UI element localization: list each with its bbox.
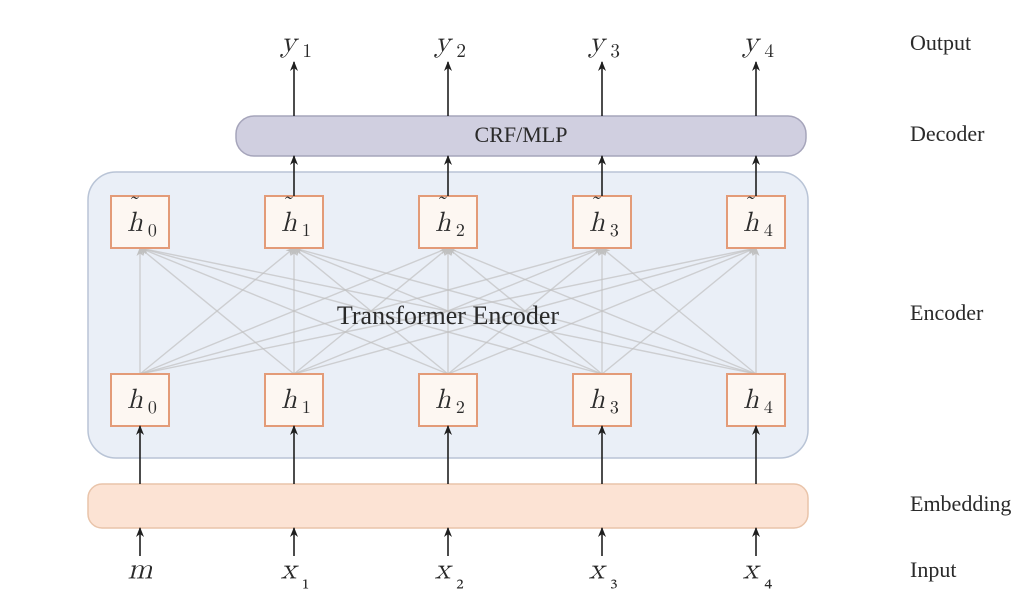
output-y2: y2 [434, 27, 466, 60]
svg-text:y: y [588, 27, 608, 58]
svg-text:y: y [280, 27, 300, 58]
svg-text:2: 2 [456, 223, 465, 240]
side-encoder: Encoder [910, 300, 984, 325]
svg-text:h: h [743, 386, 759, 414]
svg-text:x: x [281, 554, 300, 584]
svg-text:h: h [127, 386, 143, 414]
output-y3: y3 [588, 27, 620, 60]
svg-text:1: 1 [302, 42, 312, 61]
svg-text:₁: ₁ [302, 569, 308, 588]
input-m: m [128, 554, 153, 584]
svg-text:1: 1 [302, 400, 311, 417]
svg-text:˜: ˜ [129, 193, 141, 217]
svg-text:˜: ˜ [283, 193, 295, 217]
svg-text:˜: ˜ [437, 193, 449, 217]
side-decoder: Decoder [910, 121, 985, 146]
svg-text:4: 4 [764, 223, 773, 240]
input-x₃: x₃ [589, 554, 618, 587]
svg-text:˜: ˜ [745, 193, 757, 217]
svg-text:2: 2 [456, 42, 466, 61]
svg-text:4: 4 [764, 400, 773, 417]
decoder-label: CRF/MLP [475, 122, 568, 147]
svg-text:x: x [435, 554, 454, 584]
svg-text:m: m [128, 554, 153, 584]
svg-text:3: 3 [610, 42, 620, 61]
output-y1: y1 [280, 27, 312, 60]
side-embedding: Embedding [910, 491, 1011, 516]
svg-text:₂: ₂ [456, 569, 463, 588]
svg-text:0: 0 [148, 223, 157, 240]
side-output: Output [910, 30, 971, 55]
svg-text:y: y [742, 27, 762, 58]
svg-text:x: x [743, 554, 762, 584]
transformer-label: Transformer Encoder [337, 301, 559, 330]
svg-text:₃: ₃ [610, 569, 617, 588]
svg-text:0: 0 [148, 400, 157, 417]
svg-text:3: 3 [610, 400, 619, 417]
svg-text:h: h [435, 386, 451, 414]
svg-text:h: h [281, 386, 297, 414]
architecture-diagram: CRF/MLPTransformer Encodery1y2y3y4mx₁x₂x… [0, 0, 1022, 610]
input-x₄: x₄ [743, 554, 773, 587]
svg-text:y: y [434, 27, 454, 58]
svg-text:x: x [589, 554, 608, 584]
input-x₂: x₂ [435, 554, 464, 587]
input-x₁: x₁ [281, 554, 309, 587]
embedding-box [88, 484, 808, 528]
output-y4: y4 [742, 27, 775, 60]
svg-text:2: 2 [456, 400, 465, 417]
svg-text:˜: ˜ [591, 193, 603, 217]
svg-text:4: 4 [764, 42, 774, 61]
svg-text:h: h [589, 386, 605, 414]
svg-text:1: 1 [302, 223, 311, 240]
side-input: Input [910, 557, 956, 582]
svg-text:₄: ₄ [764, 569, 772, 588]
svg-text:3: 3 [610, 223, 619, 240]
